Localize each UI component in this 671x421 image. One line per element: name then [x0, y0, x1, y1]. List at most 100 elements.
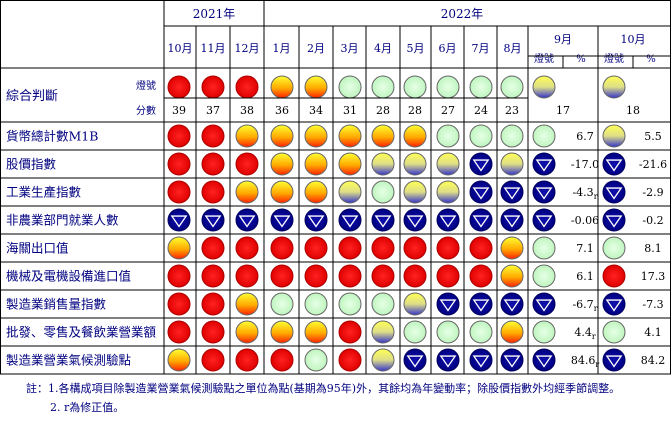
composite-score: 39 [172, 104, 186, 117]
signal-red-icon [201, 236, 225, 260]
composite-signal-row-label: 燈號 [136, 79, 156, 92]
signal-yellow-red-icon [304, 152, 328, 176]
signal-blue-icon [436, 208, 460, 232]
note-line-2: 2. r為修正值。 [50, 400, 124, 414]
signal-green-icon [532, 236, 556, 260]
signal-red-icon [371, 264, 395, 288]
signal-yellow-blue-icon [371, 320, 395, 344]
signal-yellow-red-icon [338, 124, 362, 148]
signal-red-icon [338, 236, 362, 260]
signal-green-icon [500, 124, 524, 148]
signal-red-icon [167, 292, 191, 316]
composite-label: 綜合判斷 [6, 89, 58, 104]
signal-blue-icon [500, 180, 524, 204]
sep-value: -4.3r [572, 186, 597, 201]
signal-blue-icon [436, 348, 460, 372]
composite-score: 23 [505, 104, 519, 117]
indicator-name: 非農業部門就業人數 [6, 213, 119, 228]
oct-value: 4.1 [644, 326, 662, 339]
signal-yellow-red-icon [500, 320, 524, 344]
sep-value: 7.1 [576, 242, 594, 255]
signal-red-icon [235, 236, 259, 260]
signal-blue-icon [469, 208, 493, 232]
composite-signal-green-icon [469, 75, 493, 99]
signal-blue-icon [602, 152, 626, 176]
month-label: 11月 [201, 42, 226, 55]
signal-green-icon [436, 320, 460, 344]
oct-value: -2.9 [642, 186, 663, 199]
signal-yellow-red-icon [270, 180, 294, 204]
signal-blue-icon [167, 208, 191, 232]
signal-red-icon [436, 236, 460, 260]
signal-yellow-red-icon [500, 264, 524, 288]
composite-score: 27 [441, 104, 455, 117]
signal-red-icon [403, 264, 427, 288]
signal-yellow-red-icon [167, 236, 191, 260]
signal-yellow-blue-icon [500, 152, 524, 176]
signal-blue-icon [469, 348, 493, 372]
table-row: 製造業營業氣候測驗點 84.6r 84.2 [6, 348, 666, 372]
composite-signal-red-icon [201, 75, 225, 99]
signal-red-icon [304, 236, 328, 260]
signal-blue-icon [469, 180, 493, 204]
signal-red-icon [270, 236, 294, 260]
oct-value: -0.2 [642, 214, 663, 227]
composite-score: 31 [343, 104, 357, 117]
composite-signal-green-icon [436, 75, 460, 99]
signal-blue-icon [532, 208, 556, 232]
signal-yellow-blue-icon [403, 292, 427, 316]
oct-value: 84.2 [641, 354, 666, 367]
signal-red-icon [338, 348, 362, 372]
month-label: 4月 [374, 42, 392, 55]
month-oct-label: 10月 [621, 33, 646, 46]
signal-blue-icon [602, 180, 626, 204]
composite-score: 18 [626, 104, 640, 117]
table-row: 批發、零售及餐飲業營業額 4.4r 4.1 [6, 320, 662, 344]
signal-yellow-red-icon [304, 320, 328, 344]
month-label: 3月 [341, 42, 359, 55]
signal-red-icon [235, 348, 259, 372]
signal-yellow-red-icon [235, 292, 259, 316]
sep-value: 6.1 [576, 270, 594, 283]
oct-signal-sublabel: 燈號 [604, 52, 624, 65]
sep-signal-sublabel: 燈號 [534, 52, 554, 65]
signal-blue-icon [304, 208, 328, 232]
signal-green-icon [270, 292, 294, 316]
table-row: 貨幣總計數M1B 6.7 5.5 [6, 124, 662, 148]
oct-value: -21.6 [639, 158, 667, 171]
signal-green-icon [371, 180, 395, 204]
signal-blue-icon [602, 292, 626, 316]
signal-green-icon [436, 124, 460, 148]
signal-red-icon [602, 264, 626, 288]
signal-yellow-red-icon [270, 320, 294, 344]
signal-green-icon [469, 124, 493, 148]
composite-score: 34 [309, 104, 323, 117]
signal-yellow-red-icon [235, 180, 259, 204]
signal-red-icon [201, 264, 225, 288]
signal-blue-icon [532, 180, 556, 204]
signal-yellow-red-icon [500, 236, 524, 260]
composite-signal-red-icon [235, 75, 259, 99]
composite-score: 38 [240, 104, 254, 117]
signal-blue-icon [201, 208, 225, 232]
signal-yellow-blue-icon [371, 348, 395, 372]
indicator-rows: 貨幣總計數M1B 6.7 5.5 股價指數 -17.0 -21.6 工業生產指數 -4.3r -… [6, 124, 667, 372]
signal-blue-icon [602, 208, 626, 232]
composite-score: 17 [556, 104, 570, 117]
table-row: 非農業部門就業人數 -0.06 -0.2 [6, 208, 664, 232]
signal-blue-icon [270, 208, 294, 232]
signal-red-icon [338, 264, 362, 288]
month-sep-label: 9月 [554, 33, 572, 46]
oct-value: -7.3 [642, 298, 663, 311]
signal-red-icon [235, 264, 259, 288]
signal-red-icon [371, 236, 395, 260]
signal-yellow-blue-icon [371, 152, 395, 176]
signal-blue-icon [500, 292, 524, 316]
signal-yellow-red-icon [270, 152, 294, 176]
note-line-1: 註：1.各構成項目除製造業營業氣候測驗點之單位為點(基期為95年)外，其餘均為年… [26, 381, 620, 395]
signal-blue-icon [532, 348, 556, 372]
composite-signals [167, 75, 626, 99]
signal-green-icon [532, 264, 556, 288]
signal-green-icon [469, 320, 493, 344]
